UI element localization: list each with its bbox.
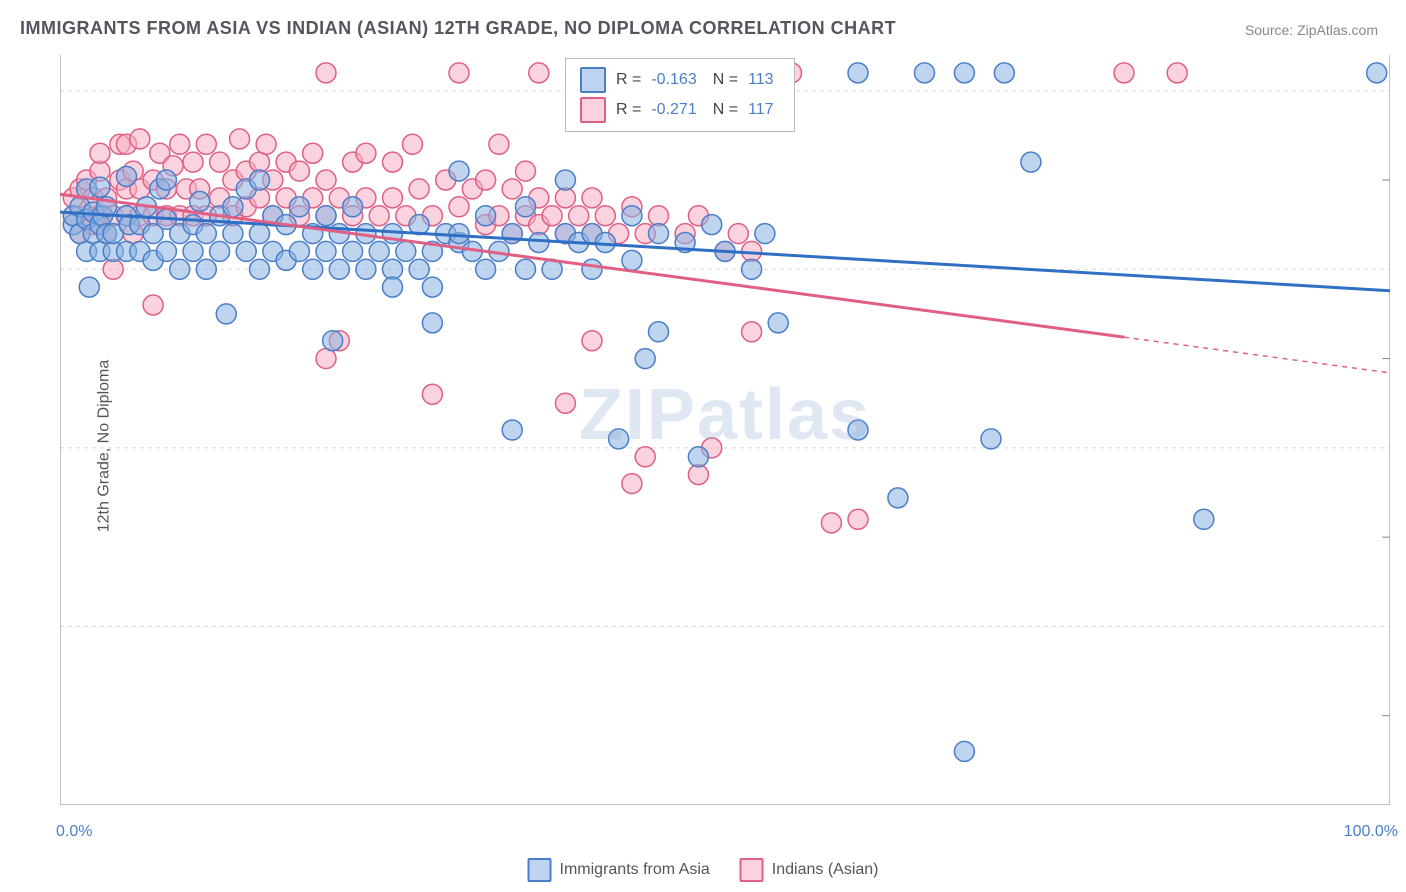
- legend-swatch-2: [580, 97, 606, 123]
- legend-label: Indians (Asian): [772, 861, 879, 879]
- R-value: -0.271: [651, 101, 696, 119]
- legend-row-series-2: R = -0.271 N = 117: [580, 95, 780, 125]
- N-label: N =: [713, 71, 738, 89]
- correlation-legend: R = -0.163 N = 113 R = -0.271 N = 117: [565, 58, 795, 132]
- chart-area: ZIPatlas 70.0%80.0%90.0%100.0%0.0%100.0%: [60, 55, 1390, 805]
- legend-label: Immigrants from Asia: [560, 861, 710, 879]
- legend-swatch: [740, 858, 764, 882]
- series-legend: Immigrants from Asia Indians (Asian): [528, 858, 879, 882]
- source-link[interactable]: ZipAtlas.com: [1297, 22, 1378, 38]
- N-value: 117: [748, 101, 774, 119]
- legend-item-1: Immigrants from Asia: [528, 858, 710, 882]
- R-label: R =: [616, 71, 641, 89]
- N-label: N =: [713, 101, 738, 119]
- legend-swatch: [528, 858, 552, 882]
- source-attribution: Source: ZipAtlas.com: [1245, 22, 1378, 38]
- chart-title: IMMIGRANTS FROM ASIA VS INDIAN (ASIAN) 1…: [20, 18, 896, 39]
- N-value: 113: [748, 71, 774, 89]
- R-label: R =: [616, 101, 641, 119]
- legend-item-2: Indians (Asian): [740, 858, 879, 882]
- scatter-chart-svg: [60, 55, 1390, 805]
- x-tick-label: 0.0%: [56, 823, 92, 841]
- x-tick-label: 100.0%: [1344, 823, 1398, 841]
- legend-row-series-1: R = -0.163 N = 113: [580, 65, 780, 95]
- R-value: -0.163: [651, 71, 696, 89]
- legend-swatch-1: [580, 67, 606, 93]
- source-prefix: Source:: [1245, 22, 1297, 38]
